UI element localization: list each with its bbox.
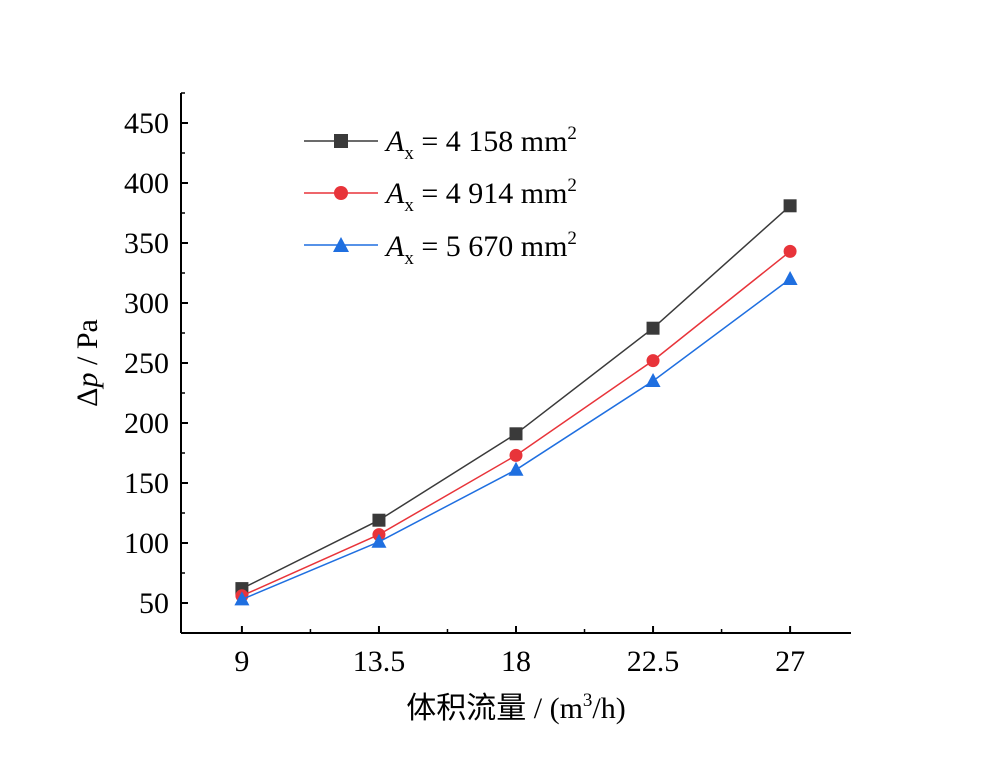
y-tick-label: 300 [124, 287, 169, 320]
data-point [646, 354, 660, 368]
y-axis-title: Δp / Pa [71, 319, 104, 407]
data-point [783, 244, 797, 258]
legend-item-3: Ax = 5 670 mm2 [304, 228, 577, 269]
legend-label-2: Ax = 4 914 mm2 [384, 175, 577, 216]
y-tick-label: 250 [124, 347, 169, 380]
data-point [509, 427, 523, 441]
x-tick-label: 18 [501, 645, 531, 678]
series-line [241, 205, 791, 590]
x-tick-label: 22.5 [627, 645, 680, 678]
legend-item-2: Ax = 4 914 mm2 [304, 175, 577, 216]
series-layer [234, 199, 798, 606]
y-tick-label: 200 [124, 407, 169, 440]
x-axis-title-superscript: 3 [583, 690, 593, 711]
y-tick-label: 350 [124, 227, 169, 260]
x-axis-title: 体积流量 / (m3/h) [406, 690, 626, 725]
data-point [783, 199, 797, 213]
y-tick-label: 400 [124, 167, 169, 200]
x-tick-label: 13.5 [353, 645, 406, 678]
y-tick-label: 150 [124, 467, 169, 500]
legend-marker-triangle [333, 237, 349, 252]
series-2 [235, 244, 797, 603]
data-point [645, 373, 661, 387]
y-tick-label: 50 [139, 587, 169, 620]
series-3 [234, 271, 798, 606]
y-tick-label: 100 [124, 527, 169, 560]
data-point [372, 513, 386, 527]
x-ticks: 9 13.5 18 22.5 27 [234, 626, 805, 678]
data-point [782, 271, 798, 285]
legend-marker-circle [334, 186, 348, 200]
data-point [509, 448, 523, 462]
legend-label-1: Ax = 4 158 mm2 [384, 123, 577, 164]
y-tick-label: 450 [124, 107, 169, 140]
y-ticks: 50 100 150 200 250 300 350 400 450 [124, 92, 188, 634]
data-point [371, 533, 387, 548]
data-point [234, 591, 250, 606]
axes [180, 93, 851, 634]
data-point [508, 461, 524, 476]
legend-marker-square [334, 134, 348, 148]
x-tick-label: 27 [775, 645, 805, 678]
series-line [241, 250, 791, 597]
data-point [646, 321, 660, 335]
legend: Ax = 4 158 mm2 Ax = 4 914 mm2 Ax = 5 670… [304, 123, 577, 269]
legend-label-3: Ax = 5 670 mm2 [384, 228, 577, 269]
x-tick-label: 9 [234, 645, 249, 678]
legend-item-1: Ax = 4 158 mm2 [304, 123, 577, 164]
